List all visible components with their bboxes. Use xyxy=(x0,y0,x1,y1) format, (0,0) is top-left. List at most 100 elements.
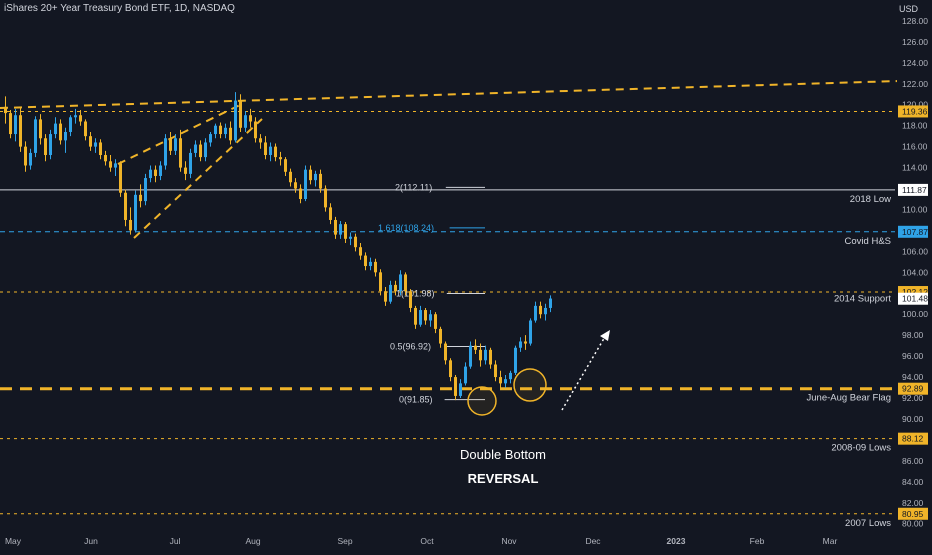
x-tick-7: Dec xyxy=(585,536,601,546)
price-tag-3: 119.36 xyxy=(902,106,928,116)
candle-body-70 xyxy=(354,236,357,248)
annotation-double-bottom: Double Bottom xyxy=(460,447,546,462)
y-tick-13: 106.00 xyxy=(902,246,928,256)
fib-label-1: 1.618(108.24) xyxy=(378,223,434,233)
candle-body-19 xyxy=(99,142,102,156)
y-tick-8: 96.00 xyxy=(902,351,924,361)
y-tick-2: 84.00 xyxy=(902,477,924,487)
candle-body-18 xyxy=(94,142,97,147)
candle-body-24 xyxy=(124,192,127,220)
candle-body-21 xyxy=(109,161,112,168)
candle-body-38 xyxy=(194,144,197,153)
candle-body-7 xyxy=(39,119,42,139)
candle-body-14 xyxy=(74,115,77,118)
price-tag-6: 92.89 xyxy=(902,384,924,394)
candle-body-46 xyxy=(234,100,237,141)
candle-body-68 xyxy=(344,224,347,239)
candle-body-8 xyxy=(44,138,47,156)
candle-body-85 xyxy=(429,314,432,321)
candle-body-108 xyxy=(544,307,547,315)
candle-body-64 xyxy=(324,188,327,208)
x-tick-9: Feb xyxy=(750,536,765,546)
candle-body-65 xyxy=(329,207,332,220)
candle-body-11 xyxy=(59,123,62,141)
candle-body-47 xyxy=(239,100,242,128)
candle-body-100 xyxy=(504,379,507,384)
candle-body-20 xyxy=(104,155,107,162)
annotations: Double Bottom REVERSAL xyxy=(460,330,610,486)
price-axis-background xyxy=(897,0,932,550)
candle-body-25 xyxy=(129,219,132,231)
candle-body-103 xyxy=(519,341,522,348)
candle-body-30 xyxy=(154,169,157,176)
y-tick-19: 118.00 xyxy=(902,121,928,131)
candle-body-79 xyxy=(399,274,402,292)
candle-body-50 xyxy=(254,121,257,139)
candle-body-84 xyxy=(424,310,427,321)
candle-body-91 xyxy=(459,383,462,396)
last-price-label: 2014 Support xyxy=(834,294,891,305)
candle-body-52 xyxy=(264,142,267,156)
candle-body-15 xyxy=(79,115,82,122)
candle-body-102 xyxy=(514,347,517,373)
y-tick-20: 120.00 xyxy=(902,100,928,110)
chart-title: iShares 20+ Year Treasury Bond ETF, 1D, … xyxy=(4,3,235,14)
time-axis: May Jun Jul Aug Sep Oct Nov Dec 2023 Feb Mar xyxy=(5,536,838,546)
candle-body-94 xyxy=(474,345,477,350)
candle-body-90 xyxy=(454,377,457,396)
x-tick-2: Jul xyxy=(170,536,181,546)
candle-body-98 xyxy=(494,364,497,378)
x-tick-3: Aug xyxy=(245,536,260,546)
candle-body-56 xyxy=(284,159,287,172)
candle-body-17 xyxy=(89,136,92,147)
candle-body-99 xyxy=(499,377,502,384)
candle-body-97 xyxy=(489,349,492,365)
candle-body-53 xyxy=(269,146,272,156)
candle-body-96 xyxy=(484,349,487,361)
y-tick-9: 98.00 xyxy=(902,330,924,340)
candle-body-69 xyxy=(349,236,352,239)
x-tick-10: Mar xyxy=(823,536,838,546)
candle-body-42 xyxy=(214,125,217,135)
candle-body-107 xyxy=(539,305,542,315)
candle-body-29 xyxy=(149,169,152,179)
candle-body-36 xyxy=(184,167,187,174)
resistance-trendline xyxy=(0,79,932,109)
currency-label: USD xyxy=(898,4,918,14)
price-tag-2: 102.12 xyxy=(902,287,928,297)
candle-body-34 xyxy=(174,138,177,151)
price-axis: 80.0082.0084.0086.0088.0090.0092.0094.00… xyxy=(834,0,932,550)
y-tick-18: 116.00 xyxy=(902,142,928,152)
candle-body-6 xyxy=(34,119,37,153)
candle-body-75 xyxy=(379,272,382,292)
y-tick-21: 122.00 xyxy=(902,79,928,89)
channel-upper-line xyxy=(117,102,245,165)
candle-body-22 xyxy=(114,163,117,168)
price-tag-4-bg xyxy=(898,432,928,445)
candle-body-3 xyxy=(19,115,22,147)
y-tick-3: 86.00 xyxy=(902,456,924,466)
candle-body-77 xyxy=(389,284,392,302)
candle-body-33 xyxy=(169,138,172,151)
price-tag-3-bg xyxy=(898,105,928,118)
fib-label-4: 0(91.85) xyxy=(399,395,433,405)
candle-body-10 xyxy=(54,123,57,135)
y-tick-1: 82.00 xyxy=(902,498,924,508)
y-tick-17: 114.00 xyxy=(902,163,928,173)
candle-body-87 xyxy=(439,328,442,344)
channel-lower-line xyxy=(133,118,263,239)
y-tick-24: 128.00 xyxy=(902,16,928,26)
x-tick-1: Jun xyxy=(84,536,98,546)
candle-body-44 xyxy=(224,127,227,135)
candle-body-72 xyxy=(364,255,367,267)
candle-body-54 xyxy=(274,146,277,158)
y-tick-6: 92.00 xyxy=(902,393,924,403)
candle-body-83 xyxy=(419,310,422,325)
candle-body-59 xyxy=(299,188,302,200)
candle-body-2 xyxy=(14,115,17,135)
candle-body-23 xyxy=(119,163,122,193)
price-tag-4: 88.12 xyxy=(902,434,924,444)
